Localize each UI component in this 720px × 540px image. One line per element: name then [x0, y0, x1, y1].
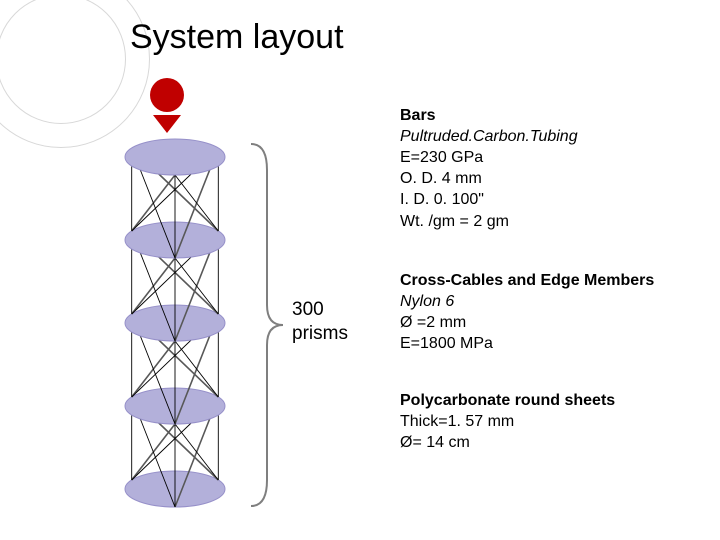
load-indicator-arrow-icon: [153, 115, 181, 133]
bars-line: I. D. 0. 100": [400, 189, 578, 210]
cables-line: Ø =2 mm: [400, 312, 654, 333]
bars-line: E=230 GPa: [400, 147, 578, 168]
bars-line: Wt. /gm = 2 gm: [400, 211, 578, 232]
bars-header: Bars: [400, 105, 578, 126]
sheets-spec-block: Polycarbonate round sheets Thick=1. 57 m…: [400, 390, 615, 453]
cables-subtitle: Nylon 6: [400, 291, 654, 312]
bars-subtitle: Pultruded.Carbon.Tubing: [400, 126, 578, 147]
load-indicator-ball-icon: [150, 78, 184, 112]
bars-spec-block: Bars Pultruded.Carbon.Tubing E=230 GPa O…: [400, 105, 578, 232]
cables-spec-block: Cross-Cables and Edge Members Nylon 6 Ø …: [400, 270, 654, 354]
sheets-header: Polycarbonate round sheets: [400, 390, 615, 411]
brace-label-line1: 300: [292, 299, 324, 320]
sheets-line: Ø= 14 cm: [400, 432, 615, 453]
prism-tower-diagram: [115, 135, 235, 515]
page-title: System layout: [130, 18, 344, 57]
brace-label-line2: prisms: [292, 323, 348, 344]
cables-line: E=1800 MPa: [400, 333, 654, 354]
bars-line: O. D. 4 mm: [400, 168, 578, 189]
curly-brace-icon: [245, 140, 285, 510]
brace-label: 300 prisms: [292, 298, 348, 346]
cables-header: Cross-Cables and Edge Members: [400, 270, 654, 291]
sheets-line: Thick=1. 57 mm: [400, 411, 615, 432]
